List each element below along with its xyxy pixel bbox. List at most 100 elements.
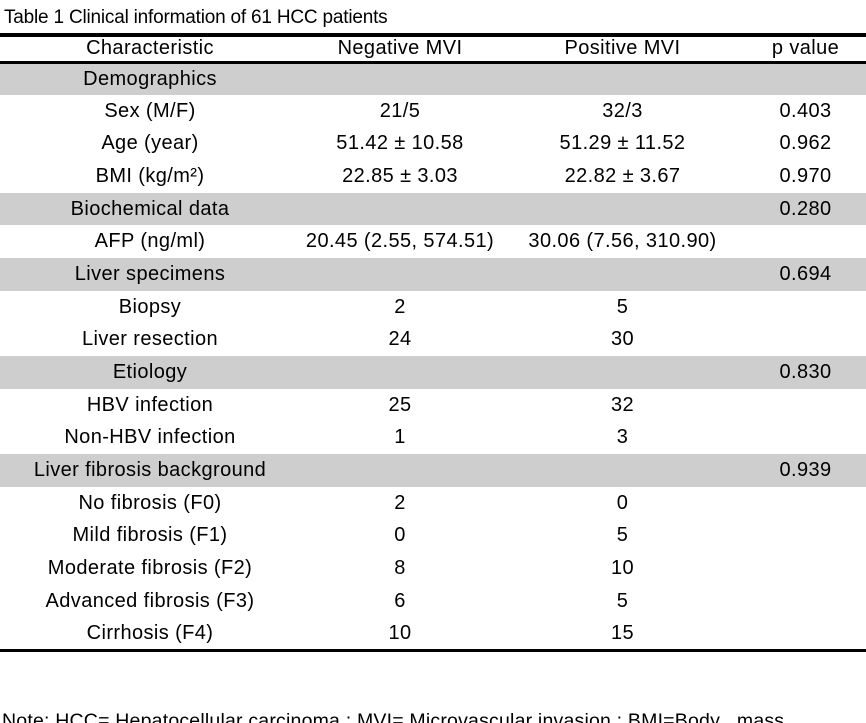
section-row: Biochemical data 0.280 (0, 192, 866, 226)
negative-mvi-cell (300, 62, 500, 95)
section-row: Demographics (0, 62, 866, 95)
positive-mvi-cell: 30.06 (7.56, 310.90) (528, 230, 717, 253)
table-header: Characteristic Negative MVI Positive MVI… (0, 35, 866, 62)
positive-mvi-cell: 32/3 (602, 99, 643, 122)
positive-mvi-cell (500, 258, 745, 291)
characteristic-cell: Sex (M/F) (104, 99, 196, 122)
negative-mvi-cell: 10 (388, 621, 412, 644)
note-line-1: Note: HCC= Hepatocellular carcinoma ; MV… (2, 709, 785, 723)
negative-mvi-cell (300, 454, 500, 487)
characteristic-cell: No fibrosis (F0) (78, 491, 222, 514)
negative-mvi-cell: 21/5 (379, 99, 421, 122)
characteristic-cell: Etiology (112, 361, 188, 384)
header-p-value: p value (771, 37, 840, 60)
characteristic-cell: HBV infection (86, 393, 214, 416)
characteristic-cell: Non-HBV infection (64, 426, 236, 449)
p-value-cell: 0.970 (779, 164, 832, 187)
p-value-cell (745, 324, 866, 357)
p-value-cell (745, 422, 866, 455)
negative-mvi-cell: 6 (394, 589, 406, 612)
positive-mvi-cell: 30 (610, 328, 635, 351)
characteristic-cell: Age (year) (101, 132, 199, 155)
negative-mvi-cell: 24 (388, 328, 412, 351)
characteristic-cell: Liver resection (81, 328, 219, 351)
table-row: Cirrhosis (F4) 10 15 (0, 618, 866, 651)
p-value-cell: 0.403 (779, 99, 832, 122)
table-row: Sex (M/F) 21/5 32/3 0.403 (0, 95, 866, 128)
table-note: Note: HCC= Hepatocellular carcinoma ; MV… (0, 654, 866, 723)
positive-mvi-cell: 3 (616, 426, 629, 449)
header-characteristic: Characteristic (86, 37, 214, 60)
positive-mvi-cell (500, 62, 745, 95)
characteristic-cell: Cirrhosis (F4) (86, 621, 214, 644)
p-value-cell: 0.694 (779, 262, 832, 285)
positive-mvi-cell: 10 (610, 557, 635, 580)
characteristic-cell: Demographics (83, 67, 217, 90)
characteristic-cell: AFP (ng/ml) (94, 230, 206, 253)
p-value-cell: 0.939 (779, 459, 832, 482)
table-row: HBV infection 25 32 (0, 389, 866, 422)
section-row: Liver fibrosis background 0.939 (0, 454, 866, 487)
negative-mvi-cell: 25 (388, 393, 412, 416)
table-row: Mild fibrosis (F1) 0 5 (0, 520, 866, 553)
positive-mvi-cell: 32 (610, 393, 635, 416)
table-row: No fibrosis (F0) 2 0 (0, 487, 866, 520)
negative-mvi-cell: 0 (394, 524, 406, 547)
negative-mvi-cell: 51.42 ± 10.58 (336, 132, 464, 155)
p-value-cell (745, 520, 866, 553)
negative-mvi-cell: 20.45 (2.55, 574.51) (305, 230, 495, 253)
characteristic-cell: Biopsy (118, 295, 182, 318)
positive-mvi-cell: 22.82 ± 3.67 (564, 164, 681, 187)
characteristic-cell: Moderate fibrosis (F2) (47, 557, 253, 580)
p-value-cell (745, 225, 866, 258)
characteristic-cell: Mild fibrosis (F1) (72, 524, 228, 547)
p-value-cell (745, 585, 866, 618)
positive-mvi-cell: 5 (616, 589, 629, 612)
table-body: Demographics Sex (M/F) 21/5 32/3 0.403 Age (y… (0, 62, 866, 650)
p-value-cell: 0.962 (779, 132, 832, 155)
negative-mvi-cell: 2 (394, 491, 406, 514)
p-value-cell: 0.830 (779, 361, 832, 384)
section-row: Liver specimens 0.694 (0, 258, 866, 291)
positive-mvi-cell: 0 (616, 491, 629, 514)
characteristic-cell: Advanced fibrosis (F3) (45, 589, 255, 612)
characteristic-cell: Liver specimens (74, 262, 226, 285)
characteristic-cell: BMI (kg/m²) (95, 164, 205, 187)
negative-mvi-cell: 8 (394, 557, 406, 580)
section-row: Etiology 0.830 (0, 356, 866, 389)
positive-mvi-cell: 15 (610, 621, 635, 644)
table-row: BMI (kg/m²) 22.85 ± 3.03 22.82 ± 3.67 0.970 (0, 160, 866, 193)
characteristic-cell: Liver fibrosis background (33, 459, 267, 482)
clinical-information-table: Characteristic Negative MVI Positive MVI… (0, 33, 866, 652)
negative-mvi-cell (300, 193, 500, 226)
p-value-cell (745, 618, 866, 651)
positive-mvi-cell (500, 454, 745, 487)
negative-mvi-cell (300, 356, 500, 389)
table-row: Biopsy 2 5 (0, 291, 866, 324)
p-value-cell (745, 62, 866, 95)
positive-mvi-cell (500, 356, 745, 389)
table-caption: Table 1 Clinical information of 61 HCC p… (4, 7, 388, 28)
p-value-cell (745, 291, 866, 324)
negative-mvi-cell: 2 (394, 295, 406, 318)
characteristic-cell: Biochemical data (70, 197, 230, 220)
p-value-cell (745, 552, 866, 585)
table-row: Non-HBV infection 1 3 (0, 422, 866, 455)
negative-mvi-cell: 1 (394, 426, 406, 449)
header-row: Characteristic Negative MVI Positive MVI… (0, 35, 866, 62)
p-value-cell (745, 487, 866, 520)
positive-mvi-cell: 5 (616, 295, 629, 318)
p-value-cell (745, 389, 866, 422)
negative-mvi-cell (300, 258, 500, 291)
table-row: AFP (ng/ml) 20.45 (2.55, 574.51) 30.06 (7.… (0, 225, 866, 258)
positive-mvi-cell: 5 (616, 524, 629, 547)
table-row: Advanced fibrosis (F3) 6 5 (0, 585, 866, 618)
header-negative-mvi: Negative MVI (337, 37, 463, 60)
positive-mvi-cell: 51.29 ± 11.52 (559, 132, 686, 155)
table-row: Liver resection 24 30 (0, 324, 866, 357)
header-positive-mvi: Positive MVI (564, 37, 681, 60)
table-row: Age (year) 51.42 ± 10.58 51.29 ± 11.52 0.96… (0, 127, 866, 160)
negative-mvi-cell: 22.85 ± 3.03 (342, 164, 458, 187)
p-value-cell: 0.280 (779, 197, 832, 220)
